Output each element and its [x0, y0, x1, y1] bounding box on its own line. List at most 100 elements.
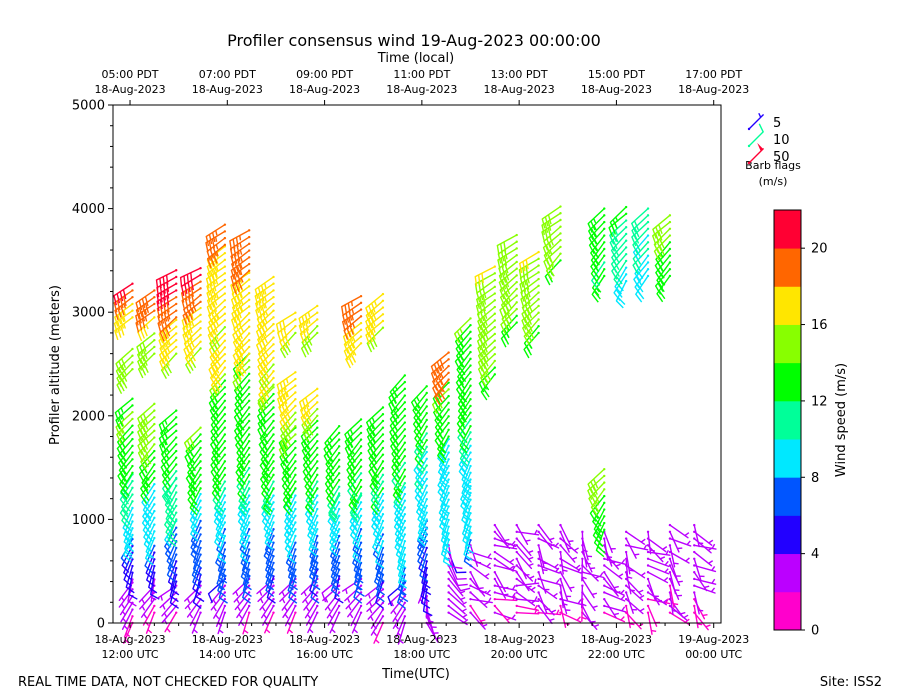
wind-barb [430, 358, 450, 383]
wind-barb [537, 530, 555, 550]
wind-barb [498, 267, 518, 292]
top-tick-date: 18-Aug-2023 [192, 83, 263, 96]
wind-barb [366, 406, 385, 432]
wind-barb [304, 494, 319, 523]
wind-barb [342, 308, 363, 332]
x-tick-date: 18-Aug-2023 [192, 633, 263, 646]
wind-barb [301, 433, 319, 460]
wind-barb [230, 242, 251, 266]
wind-barb [477, 339, 497, 365]
wind-barb [412, 391, 428, 419]
wind-barb [603, 537, 613, 561]
top-tick-date: 18-Aug-2023 [386, 83, 457, 96]
wind-barb [146, 558, 156, 587]
wind-barb [125, 564, 135, 594]
wind-barb [480, 359, 497, 387]
wind-barb [276, 371, 297, 395]
wind-barb [260, 597, 275, 619]
wind-barb [541, 212, 562, 235]
wind-barb [233, 372, 251, 400]
top-tick-date: 18-Aug-2023 [289, 83, 360, 96]
wind-barb [137, 402, 156, 428]
wind-barb [329, 611, 341, 634]
wind-barb [652, 214, 672, 239]
x-tick-time: 18:00 UTC [393, 648, 450, 661]
wind-barb [284, 528, 297, 557]
wind-barb [624, 550, 635, 575]
wind-barb [342, 321, 363, 346]
wind-barb [580, 584, 587, 609]
top-tick-time: 17:00 PDT [685, 68, 742, 81]
wind-barb [183, 293, 202, 319]
wind-barb [588, 214, 606, 241]
top-tick-date: 18-Aug-2023 [581, 83, 652, 96]
wind-barb [230, 262, 251, 287]
x-tick-time: 22:00 UTC [588, 648, 645, 661]
wind-barb [182, 313, 202, 338]
wind-barb [206, 258, 227, 284]
colorbar-tick-label: 8 [811, 471, 819, 486]
wind-barb [541, 218, 562, 242]
wind-barb [257, 386, 275, 413]
wind-barb [114, 397, 134, 423]
top-axis-label: Time (local) [377, 51, 454, 66]
wind-barb [653, 227, 672, 254]
wind-barb [137, 345, 156, 371]
x-tick-time: 00:00 UTC [685, 648, 742, 661]
x-tick-time: 20:00 UTC [491, 648, 548, 661]
wind-barb [255, 289, 275, 314]
colorbar-label: Wind speed (m/s) [834, 363, 849, 477]
wind-barb [275, 311, 297, 334]
wind-barb [447, 577, 466, 597]
wind-barb [559, 530, 573, 553]
colorbar-tick-label: 4 [811, 547, 819, 562]
wind-barb [624, 604, 635, 629]
wind-barb [155, 269, 178, 290]
wind-barb [262, 487, 275, 516]
wind-barb [559, 550, 568, 575]
wind-barb [206, 278, 227, 303]
wind-barb [469, 571, 484, 593]
wind-barb [581, 557, 587, 582]
x-tick-date: 19-Aug-2023 [678, 633, 749, 646]
wind-barb [344, 424, 363, 451]
colorbar-tick-label: 16 [811, 318, 828, 333]
wind-barb [159, 332, 178, 358]
wind-barb [430, 351, 450, 376]
wind-barb [515, 557, 530, 580]
wind-barb [256, 302, 275, 329]
wind-barb [299, 387, 319, 412]
wind-barb [184, 340, 202, 367]
wind-barb [537, 523, 555, 544]
wind-barb [142, 496, 156, 525]
wind-barb [156, 295, 178, 319]
wind-barb [559, 523, 574, 546]
wind-barb [231, 305, 251, 330]
top-tick-time: 09:00 PDT [296, 68, 353, 81]
wind-barb [232, 269, 251, 295]
wind-barb [164, 484, 178, 513]
wind-barb [588, 220, 606, 248]
wind-barb [121, 608, 134, 630]
wind-barb [192, 546, 202, 576]
wind-barb [632, 227, 650, 254]
legend-barb [747, 142, 764, 165]
wind-barb [631, 207, 650, 233]
wind-barb [300, 331, 319, 358]
colorbar-frame [773, 209, 802, 631]
wind-barb [238, 487, 251, 516]
wind-barb [210, 591, 227, 612]
wind-barb [493, 557, 515, 572]
wind-barb [235, 453, 251, 481]
wind-barb [277, 384, 297, 409]
wind-barb [693, 523, 704, 548]
wind-barb [206, 272, 227, 296]
wind-barb [182, 320, 202, 345]
wind-barb [137, 316, 156, 342]
wind-barb [308, 528, 319, 557]
wind-barb [668, 523, 690, 539]
wind-barb [498, 254, 518, 278]
wind-barb [158, 409, 178, 435]
wind-barb [603, 564, 624, 580]
wind-barb [298, 304, 319, 329]
